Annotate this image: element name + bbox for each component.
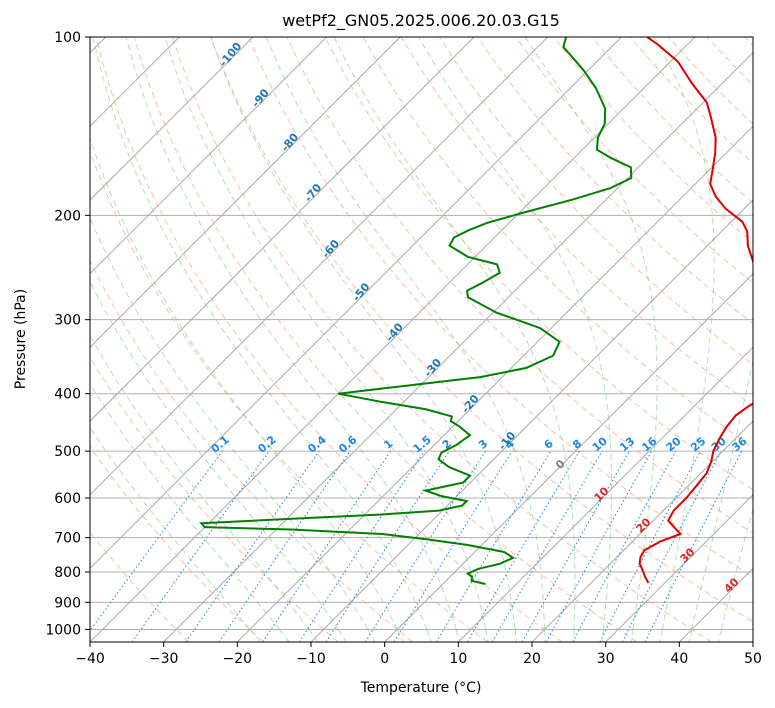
isobar-grid bbox=[90, 37, 753, 630]
mixing-ratio-line bbox=[218, 450, 351, 642]
moist-adiabat bbox=[164, 37, 487, 630]
moist-adiabat bbox=[720, 506, 753, 630]
moist-adiabat bbox=[265, 37, 546, 630]
dry-adiabat bbox=[90, 445, 264, 642]
x-tick-label: 0 bbox=[380, 651, 389, 667]
moist-adiabat bbox=[337, 629, 347, 642]
moist-adiabat bbox=[653, 37, 715, 630]
mixing-ratio-lines bbox=[90, 450, 743, 642]
moist-adiabat bbox=[418, 37, 613, 630]
x-tick-label: 30 bbox=[597, 651, 615, 667]
x-tick-label: 50 bbox=[744, 651, 762, 667]
dry-adiabat bbox=[171, 37, 712, 642]
x-tick-label: 20 bbox=[523, 651, 541, 667]
y-tick-label: 600 bbox=[54, 491, 81, 507]
mixing-ratio-line bbox=[393, 450, 513, 642]
x-axis-label: Temperature (°C) bbox=[360, 680, 482, 696]
y-tick-label: 100 bbox=[54, 30, 81, 46]
x-tick-label: 10 bbox=[449, 651, 467, 667]
isotherm-grid bbox=[90, 37, 753, 642]
y-axis-label: Pressure (hPa) bbox=[13, 289, 29, 389]
dry-adiabat bbox=[90, 356, 339, 642]
moist-adiabat bbox=[278, 629, 290, 642]
x-tick-label: 40 bbox=[670, 651, 688, 667]
x-tick-label: −10 bbox=[296, 651, 326, 667]
moist-adiabat bbox=[659, 629, 663, 642]
dry-adiabat bbox=[286, 37, 753, 534]
mixing-ratio-line bbox=[90, 450, 223, 632]
isotherm-line bbox=[90, 37, 328, 275]
moist-adiabat bbox=[90, 334, 310, 630]
y-tick-label: 900 bbox=[54, 595, 81, 611]
mixing-ratio-line bbox=[325, 450, 450, 642]
moist-adiabat bbox=[691, 358, 753, 630]
mixing-ratio-line bbox=[644, 450, 743, 642]
dry-adiabat bbox=[90, 259, 414, 642]
mixing-ratio-line bbox=[545, 450, 653, 642]
isotherm-line bbox=[90, 37, 401, 349]
isotherm-line bbox=[457, 346, 753, 642]
isotherm-line bbox=[163, 51, 753, 642]
isotherm-line bbox=[90, 37, 549, 496]
isotherm-line bbox=[90, 37, 696, 642]
dry-adiabat bbox=[210, 37, 753, 623]
moist-adiabat bbox=[524, 37, 658, 630]
mixing-ratio-line bbox=[131, 450, 270, 642]
moist-adiabat bbox=[396, 629, 404, 642]
y-tick-label: 400 bbox=[54, 387, 81, 403]
dry-adiabats bbox=[90, 37, 753, 642]
isotherm-line bbox=[384, 272, 753, 642]
temperature-line bbox=[638, 37, 753, 584]
isotherm-line bbox=[90, 37, 475, 422]
x-tick-label: −40 bbox=[75, 651, 105, 667]
y-tick-label: 1000 bbox=[45, 622, 81, 638]
dry-adiabat bbox=[324, 37, 753, 491]
y-tick-label: 800 bbox=[54, 565, 81, 581]
moist-adiabat bbox=[90, 280, 339, 630]
y-axis-ticks: 100 200 300 400 500 600 700 800 900 1000 bbox=[45, 30, 90, 638]
moist-adiabat bbox=[90, 382, 280, 630]
plot-frame bbox=[89, 36, 754, 643]
dry-adiabat bbox=[95, 37, 563, 642]
dry-adiabat bbox=[515, 37, 753, 284]
moist-adiabat bbox=[485, 629, 489, 642]
moist-adiabat bbox=[514, 629, 517, 642]
y-tick-label: 500 bbox=[54, 444, 81, 460]
isotherm-line bbox=[236, 125, 753, 642]
moist-adiabat bbox=[92, 37, 428, 630]
mixing-ratio-line bbox=[572, 450, 677, 642]
x-axis-ticks: −40 −30 −20 −10 0 10 20 30 40 50 bbox=[75, 642, 762, 667]
moist-adiabat bbox=[308, 629, 319, 642]
moist-adiabat bbox=[367, 629, 376, 642]
mixing-ratio-line bbox=[298, 450, 425, 642]
moist-adiabat bbox=[688, 629, 693, 642]
isotherm-line bbox=[90, 37, 254, 201]
moist-adiabat bbox=[90, 426, 251, 630]
dewpoint-line bbox=[199, 37, 633, 585]
mixing-ratio-line bbox=[262, 450, 392, 642]
moist-adiabat bbox=[249, 629, 261, 642]
y-tick-label: 700 bbox=[54, 531, 81, 547]
moist-adiabat bbox=[125, 37, 457, 630]
y-tick-label: 200 bbox=[54, 208, 81, 224]
isotherm-line bbox=[531, 420, 753, 642]
isotherm-line bbox=[90, 37, 622, 570]
isotherm-line bbox=[605, 493, 753, 642]
moist-adiabat bbox=[426, 629, 432, 642]
moist-adiabat bbox=[455, 629, 461, 642]
moist-adiabat bbox=[210, 37, 516, 630]
moist-adiabat bbox=[630, 629, 634, 642]
mixing-ratio-line bbox=[521, 450, 630, 642]
moist-adiabat bbox=[601, 629, 604, 642]
x-tick-label: −30 bbox=[149, 651, 179, 667]
mixing-ratio-line bbox=[185, 450, 320, 642]
moist-adiabat bbox=[90, 216, 369, 630]
chart-title: wetPf2_GN05.2025.006.20.03.G15 bbox=[282, 11, 560, 31]
x-tick-label: −20 bbox=[223, 651, 253, 667]
moist-adiabat bbox=[90, 136, 398, 630]
moist-adiabat bbox=[717, 629, 722, 642]
y-tick-label: 300 bbox=[54, 313, 81, 329]
dry-adiabat bbox=[248, 37, 753, 578]
